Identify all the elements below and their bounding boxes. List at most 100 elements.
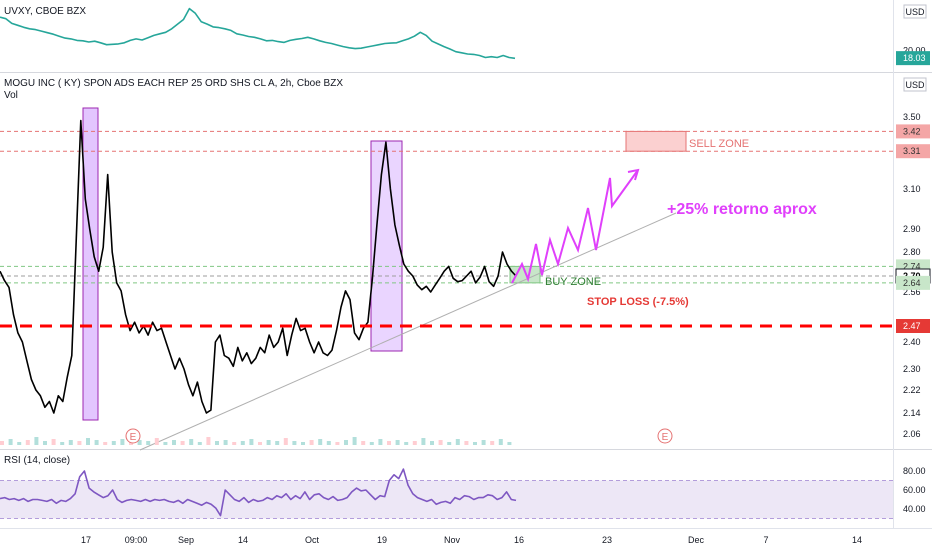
- time-tick-label: Sep: [178, 535, 194, 545]
- volume-bar: [77, 441, 82, 445]
- volume-bar: [344, 440, 348, 445]
- price-badge-label: 3.42: [903, 126, 921, 136]
- uvxy-title: UVXY, CBOE BZX: [4, 6, 86, 17]
- rsi-line: [0, 468, 517, 517]
- volume-bar: [137, 440, 142, 445]
- time-axis[interactable]: 17 09:00 Sep 14 Oct 19 Nov 16 23 Dec 7 14: [81, 535, 862, 545]
- earnings-marker-2[interactable]: [657, 428, 673, 444]
- price-badge: [896, 144, 930, 159]
- main-title: MOGU INC ( KY) SPON ADS EACH REP 25 ORD …: [4, 78, 343, 89]
- main-tick-label: 2.80: [903, 247, 921, 257]
- main-tick-label: 2.14: [903, 408, 921, 418]
- return-note: +25% retorno aprox: [667, 201, 817, 218]
- price-series: [0, 119, 517, 414]
- volume-bar: [34, 437, 39, 445]
- time-tick-label: Dec: [688, 535, 705, 545]
- volume-bar: [490, 441, 495, 445]
- volume-bar: [172, 440, 176, 445]
- volume-bar: [335, 442, 340, 445]
- sell-zone-label: SELL ZONE: [689, 138, 749, 150]
- volume-bar: [292, 441, 297, 445]
- volume-bar: [154, 438, 159, 445]
- main-tick-label: 3.50: [903, 112, 921, 122]
- volume-bar: [395, 440, 400, 445]
- volume-bar: [378, 439, 383, 445]
- volume-bar: [464, 441, 469, 445]
- volume-bar: [507, 442, 512, 445]
- price-badge-label: 2.64: [903, 278, 921, 288]
- volume-bar: [412, 441, 417, 445]
- volume-bar: [455, 439, 460, 445]
- uvxy-series: [0, 7, 516, 60]
- volume-bar: [68, 440, 73, 445]
- volume-bar: [275, 441, 280, 445]
- volume-bar: [326, 441, 331, 445]
- price-badge-label: 3.31: [903, 146, 921, 156]
- main-tick-label: 2.30: [903, 364, 921, 374]
- uvxy-last-badge: [896, 51, 930, 66]
- time-tick-label: 16: [514, 535, 524, 545]
- volume-bar: [249, 439, 254, 445]
- volume-bar: [301, 442, 305, 445]
- volume-bars: [0, 436, 512, 445]
- price-badge: [896, 319, 930, 333]
- volume-bar: [25, 440, 30, 445]
- volume-bar: [266, 440, 271, 445]
- volume-bar: [421, 438, 426, 445]
- rsi-band: [0, 480, 893, 519]
- volume-bar: [94, 440, 99, 445]
- volume-bar: [86, 438, 90, 445]
- volume-bar: [223, 440, 228, 445]
- price-badge: [896, 275, 930, 290]
- volume-bar: [404, 442, 409, 445]
- main-tick-label: 2.22: [903, 385, 921, 395]
- support-trendline: [139, 212, 677, 451]
- volume-bar: [283, 438, 288, 445]
- stop-loss-label: STOP LOSS (-7.5%): [587, 296, 689, 308]
- earnings-marker-1[interactable]: [125, 428, 141, 444]
- volume-bar: [60, 442, 65, 445]
- volume-bar: [438, 440, 443, 445]
- vol-label: Vol: [4, 90, 18, 101]
- rsi-tick-label: 40.00: [903, 504, 926, 514]
- rsi-title: RSI (14, close): [4, 455, 70, 466]
- highlight-box-october: [370, 140, 403, 352]
- main-tick-label: 2.56: [903, 287, 921, 297]
- rsi-series: [0, 468, 517, 517]
- time-tick-label: 14: [852, 535, 862, 545]
- rsi-tick-label: 60.00: [903, 485, 926, 495]
- time-tick-label: Oct: [305, 535, 320, 545]
- time-tick-label: 17: [81, 535, 91, 545]
- volume-bar: [17, 442, 22, 445]
- price-badge-label: 2.47: [903, 321, 921, 331]
- volume-bar: [163, 442, 168, 445]
- volume-bar: [318, 439, 323, 445]
- volume-bar: [51, 439, 56, 445]
- price-badge-label: 2.74: [903, 261, 921, 271]
- volume-bar: [430, 441, 434, 445]
- time-tick-label: 14: [238, 535, 248, 545]
- earnings-marker-2-label: E: [662, 432, 669, 443]
- time-tick-label: 09:00: [125, 535, 148, 545]
- projection-path: [511, 169, 639, 284]
- volume-bar: [369, 442, 374, 445]
- volume-bar: [103, 442, 108, 445]
- volume-bar: [447, 442, 452, 445]
- volume-bar: [309, 440, 314, 445]
- volume-bar: [43, 441, 47, 445]
- volume-bar: [206, 437, 211, 445]
- rsi-price-axis[interactable]: 80.00 60.00 40.00: [903, 466, 926, 514]
- volume-bar: [240, 441, 245, 445]
- rsi-tick-label: 80.00: [903, 466, 926, 476]
- uvxy-tick-label: 20.00: [903, 46, 926, 56]
- time-tick-label: 7: [763, 535, 768, 545]
- main-tick-label: 2.06: [903, 429, 921, 439]
- volume-bar: [180, 441, 185, 445]
- volume-bar: [120, 439, 125, 445]
- uvxy-unit-badge: [903, 4, 927, 19]
- buy-zone-label: BUY ZONE: [545, 276, 601, 288]
- volume-bar: [8, 439, 13, 445]
- price-line: [0, 119, 517, 414]
- main-price-axis[interactable]: 3.50 3.10 2.90 2.80 2.56 2.40 2.30 2.22 2.14 2.06…: [895, 112, 931, 439]
